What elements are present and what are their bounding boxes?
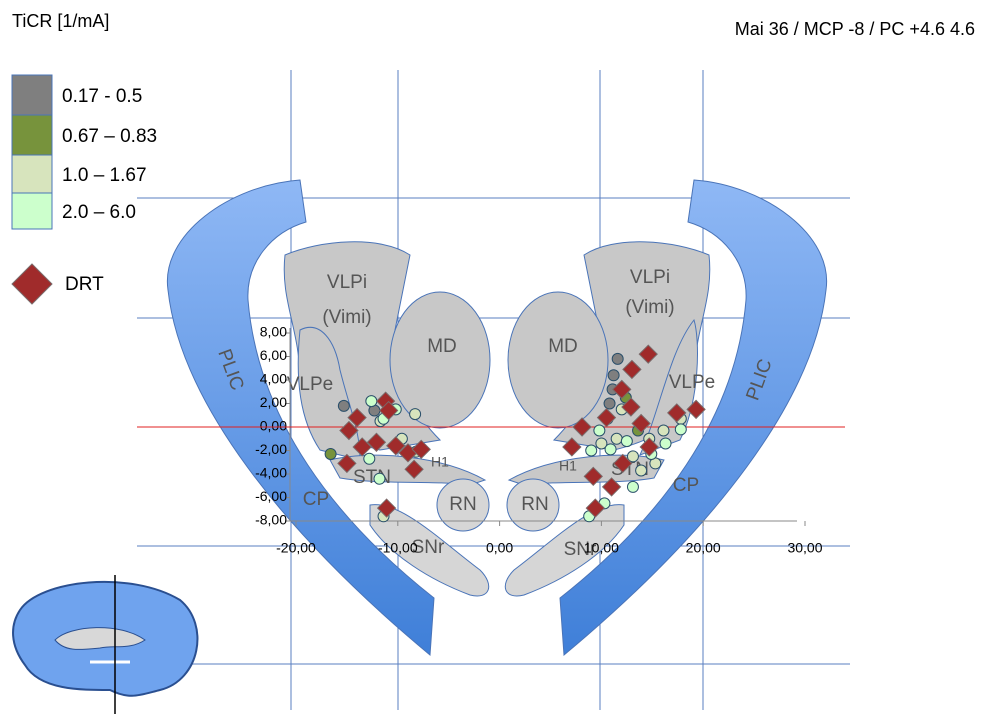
y-tick-label: 6,00 — [260, 347, 287, 363]
legend-label: 2.0 – 6.0 — [62, 202, 136, 223]
chart-subtitle: Mai 36 / MCP -8 / PC +4.6 4.6 — [735, 19, 975, 39]
x-tick-label: 20,00 — [686, 540, 721, 556]
legend-swatch — [12, 155, 52, 193]
x-tick-label: 0,00 — [486, 540, 513, 556]
data-point — [627, 481, 638, 492]
chart-title: TiCR [1/mA] — [12, 11, 109, 31]
data-point — [325, 449, 336, 460]
region-label: CP — [303, 489, 329, 510]
x-tick-label: 30,00 — [787, 540, 822, 556]
data-point — [660, 438, 671, 449]
y-tick-label: 2,00 — [260, 394, 287, 410]
y-tick-label: -6,00 — [255, 488, 287, 504]
region-label: VLPi — [327, 272, 367, 293]
chart: VLPi (Vimi) MD VLPe PLIC STN H1 RN CP SN… — [0, 0, 986, 714]
y-tick-label: -4,00 — [255, 465, 287, 481]
region-label: VLPe — [669, 372, 715, 393]
data-point — [364, 453, 375, 464]
legend-swatch — [12, 115, 52, 155]
region-label: H1 — [559, 458, 577, 474]
data-point — [338, 400, 349, 411]
data-point — [611, 433, 622, 444]
region-label: RN — [521, 494, 548, 515]
legend-swatch — [12, 75, 52, 115]
legend-swatch — [12, 264, 52, 304]
data-point — [636, 465, 647, 476]
legend-label: 1.0 – 1.67 — [62, 165, 147, 186]
region-label: CP — [673, 475, 699, 496]
region-label: H1 — [431, 454, 449, 470]
data-point — [612, 353, 623, 364]
x-tick-label: -10,00 — [378, 540, 418, 556]
data-point — [621, 436, 632, 447]
region-label: RN — [449, 494, 476, 515]
page: VLPi (Vimi) MD VLPe PLIC STN H1 RN CP SN… — [0, 0, 986, 714]
legend-label: 0.17 - 0.5 — [62, 86, 142, 107]
data-point — [675, 424, 686, 435]
data-point — [605, 444, 616, 455]
data-point — [658, 425, 669, 436]
data-point — [374, 473, 385, 484]
data-point — [410, 409, 421, 420]
legend-swatch — [12, 193, 52, 229]
y-tick-label: -8,00 — [255, 512, 287, 528]
data-point — [604, 398, 615, 409]
legend-label: DRT — [65, 274, 104, 295]
brain-icon — [13, 575, 197, 714]
data-point — [586, 445, 597, 456]
legend-label: 0.67 – 0.83 — [62, 126, 157, 147]
x-tick-label: -20,00 — [276, 540, 316, 556]
region-label: MD — [548, 336, 578, 357]
region-label: VLPe — [287, 374, 333, 395]
x-tick-label: 10,00 — [584, 540, 619, 556]
y-tick-label: 8,00 — [260, 324, 287, 340]
region-label: VLPi — [630, 267, 670, 288]
region-label: (Vimi) — [625, 297, 674, 318]
data-point — [608, 370, 619, 381]
y-tick-label: 4,00 — [260, 371, 287, 387]
y-tick-label: -2,00 — [255, 441, 287, 457]
region-label: (Vimi) — [322, 307, 371, 328]
data-point — [594, 425, 605, 436]
y-tick-label: 0,00 — [260, 418, 287, 434]
region-label: MD — [427, 336, 457, 357]
data-point — [366, 396, 377, 407]
